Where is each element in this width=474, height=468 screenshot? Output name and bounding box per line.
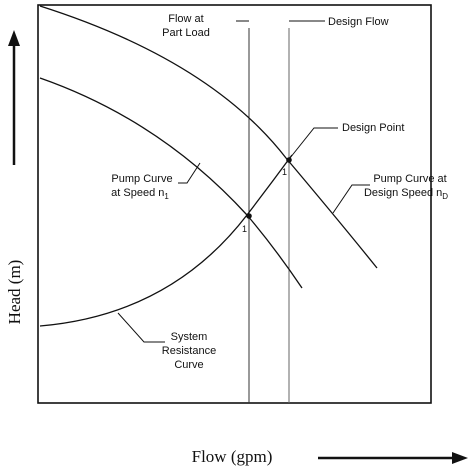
design-point-leader — [289, 127, 338, 159]
x-axis-title: Flow (gpm) — [192, 447, 273, 466]
design-point-label-number: 1 — [282, 167, 287, 177]
part-load-point — [246, 213, 252, 219]
flow-part-load-label-1: Flow at — [168, 13, 203, 25]
pump-curve-n1-label-2: at Speed n1 — [111, 187, 169, 201]
pump-curve-nd-leader — [332, 184, 370, 214]
system-curve-leader — [117, 312, 165, 343]
system-resistance-curve — [39, 154, 293, 327]
pump-curve-n1-label-1: Pump Curve — [111, 173, 172, 185]
design-flow-label: Design Flow — [328, 16, 389, 28]
pump-curve-speed-n1 — [39, 77, 303, 289]
x-axis-arrow-head — [452, 452, 468, 464]
pump-curve-nd-label-2: Design Speed nD — [364, 187, 448, 201]
design-point-label: Design Point — [342, 122, 404, 134]
system-curve-label-2: Resistance — [162, 345, 216, 357]
pump-curve-design-speed — [39, 5, 378, 269]
pump-curve-n1-leader — [178, 162, 201, 184]
part-load-point-label: 1 — [242, 224, 247, 234]
design-point-marker — [286, 157, 292, 163]
system-curve-label-1: System — [171, 331, 208, 343]
plot-frame — [37, 4, 432, 404]
flow-part-load-label-2: Part Load — [162, 27, 210, 39]
y-axis-title: Head (m) — [5, 260, 24, 325]
pump-curve-nd-label-1: Pump Curve at — [373, 173, 446, 185]
y-axis-arrow-head — [8, 30, 20, 46]
system-curve-label-3: Curve — [174, 359, 203, 371]
